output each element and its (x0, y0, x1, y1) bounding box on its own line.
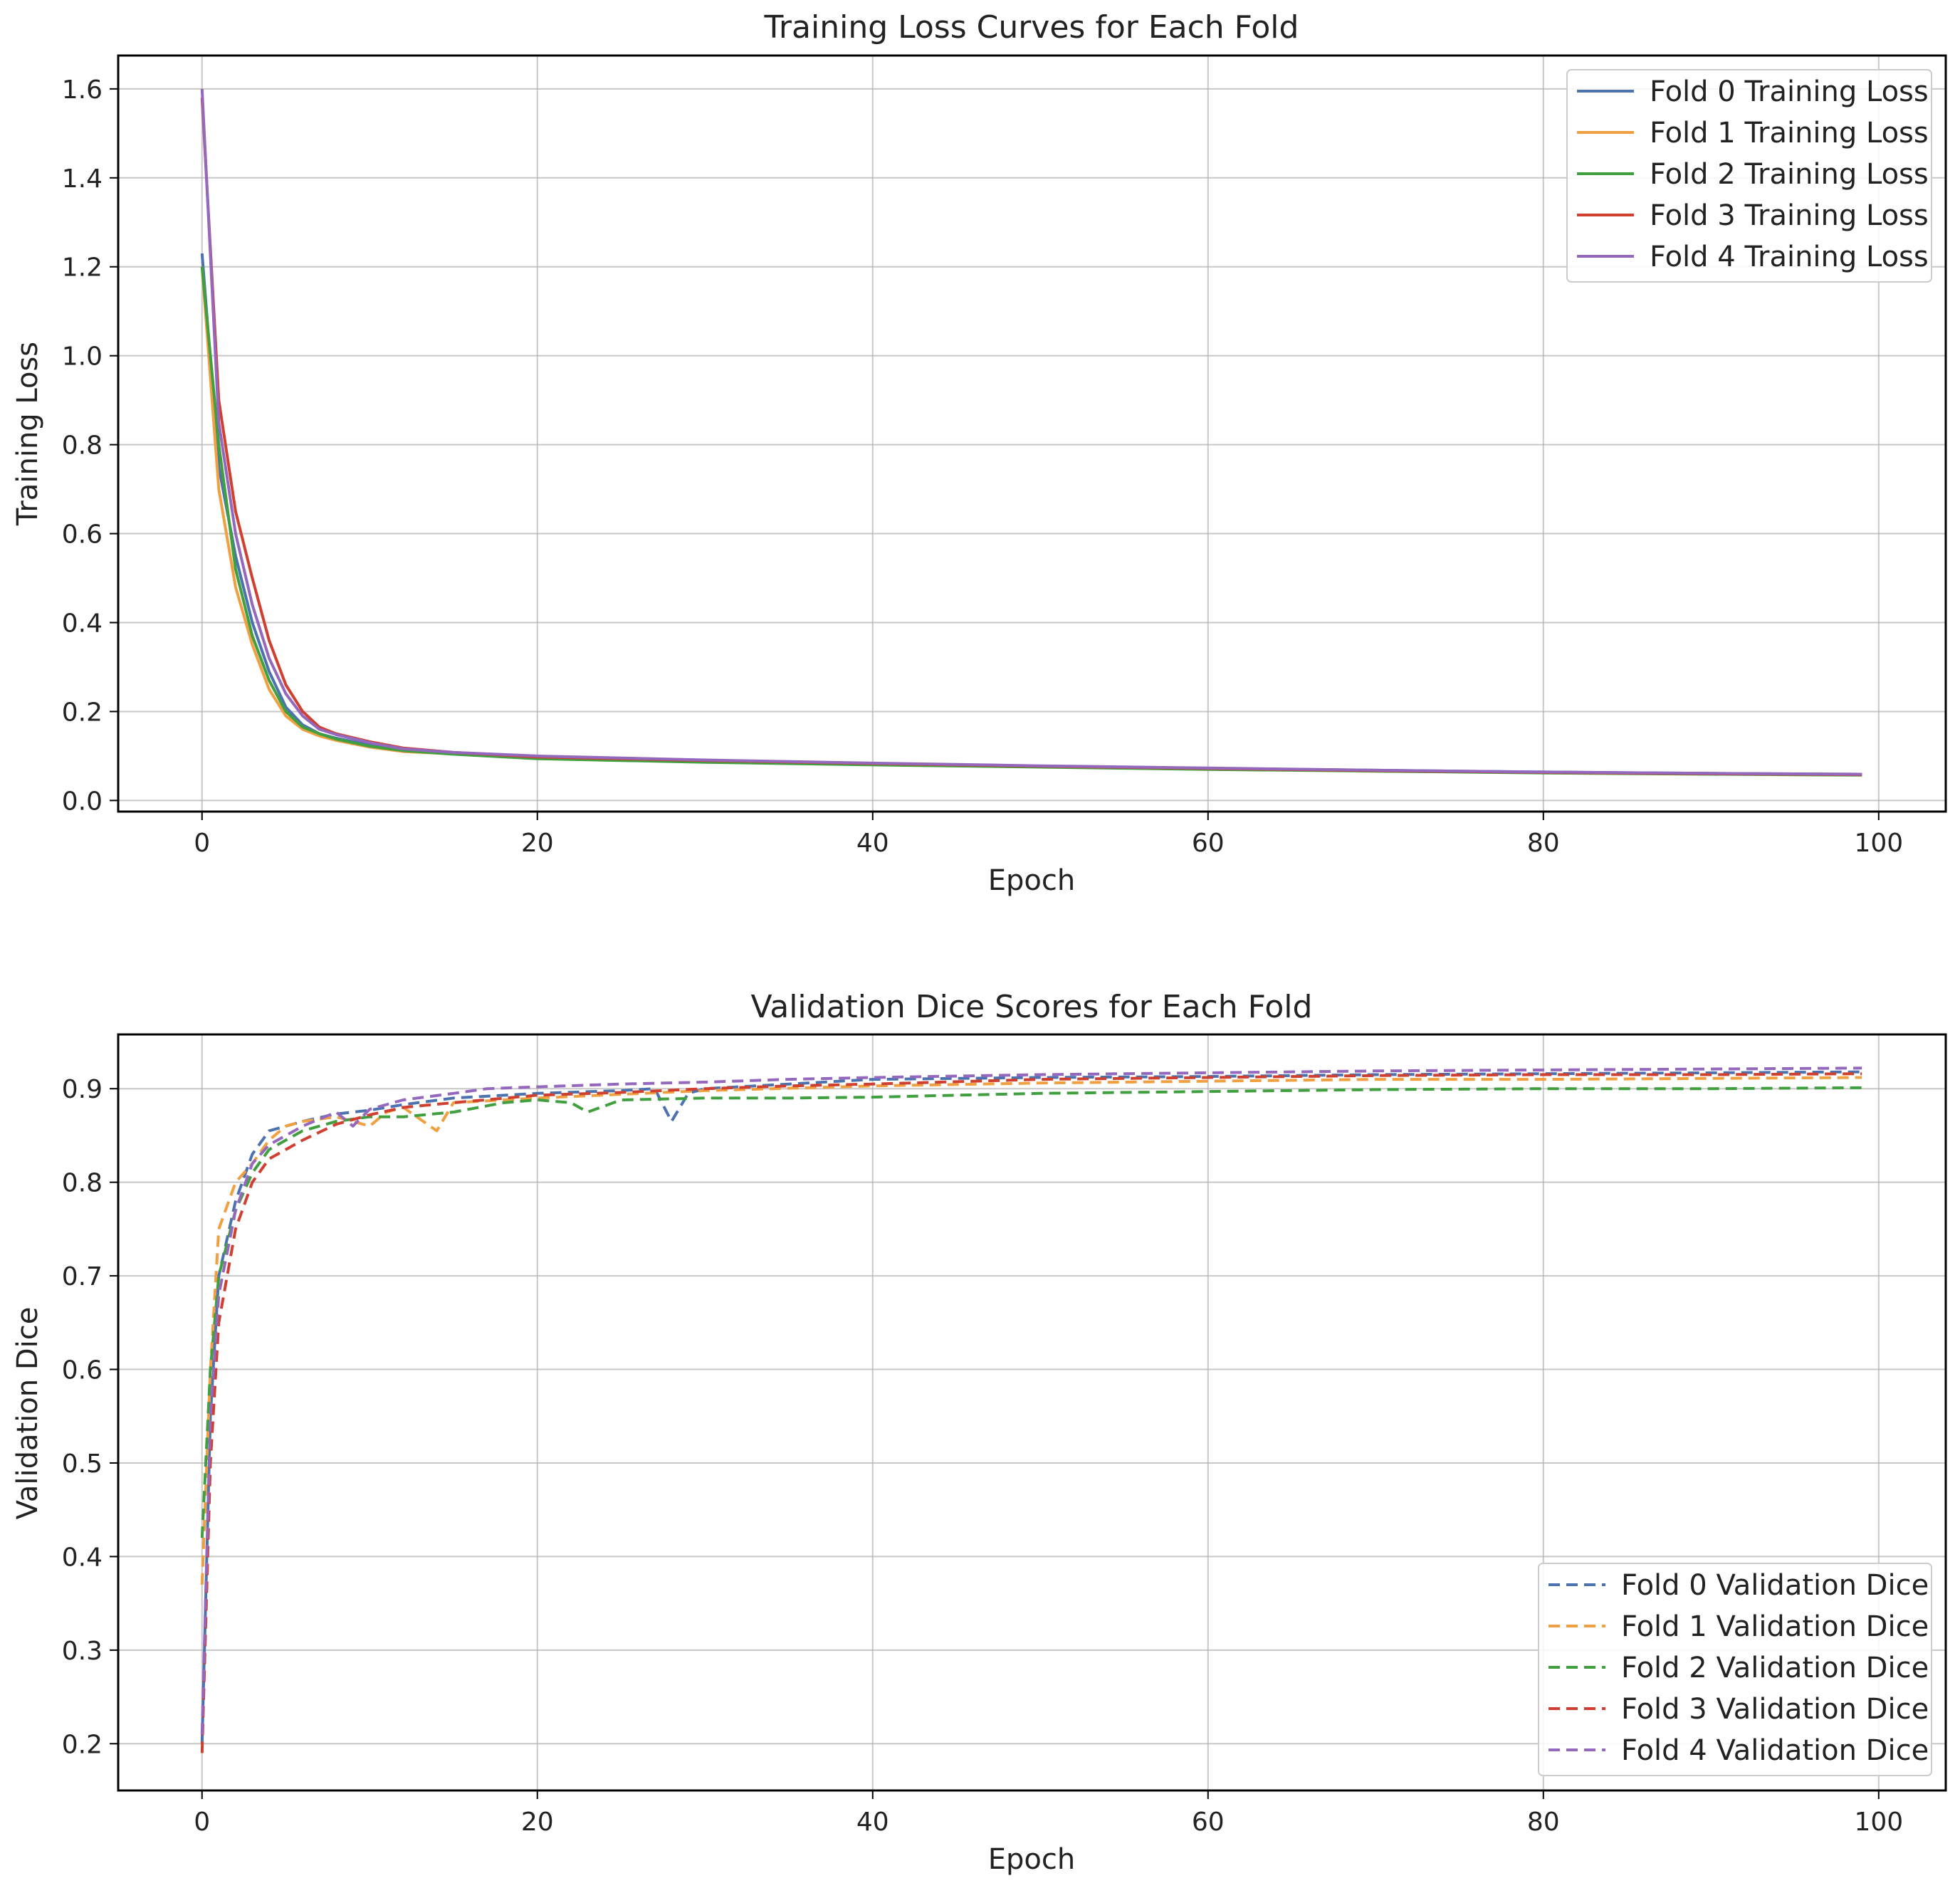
y-tick-label: 0.0 (62, 787, 103, 816)
series-line-fold-2 (200, 1086, 1862, 1538)
plot-frame (117, 54, 1947, 813)
chart-title: Training Loss Curves for Each Fold (764, 9, 1299, 46)
series-line-fold-4 (200, 88, 1862, 776)
y-tick-label: 0.2 (62, 698, 103, 727)
x-tick-label: 20 (521, 829, 554, 858)
legend-label: Fold 4 Training Loss (1650, 241, 1929, 273)
validation-dice-chart: 0 20 40 60 80 100 0.2 0.3 0.4 0.5 0.6 0.7 0.8 0.9 Va… (11, 989, 1947, 1876)
legend-label: Fold 3 Validation Dice (1621, 1693, 1929, 1726)
y-tick-label: 0.8 (62, 1169, 103, 1198)
legend-box (1566, 69, 1932, 283)
legend-label: Fold 1 Validation Dice (1621, 1610, 1929, 1643)
legend: Fold 0 Training Loss Fold 1 Training Loss… (1566, 69, 1932, 283)
plot-frame (117, 1033, 1947, 1792)
legend-box (1538, 1563, 1932, 1776)
x-tick-label: 100 (1854, 1808, 1903, 1837)
x-tick-label: 60 (1192, 829, 1225, 858)
x-ticks: 0 20 40 60 80 100 (194, 1790, 1903, 1837)
x-tick-label: 40 (856, 829, 889, 858)
y-tick-label: 0.6 (62, 1356, 103, 1385)
y-tick-label: 0.7 (62, 1262, 103, 1291)
legend: Fold 0 Validation Dice Fold 1 Validation … (1538, 1563, 1932, 1776)
y-axis-label: Training Loss (11, 342, 44, 526)
y-tick-label: 0.8 (62, 431, 103, 461)
legend-label: Fold 1 Training Loss (1650, 117, 1929, 150)
series-lines (200, 1066, 1862, 1753)
y-tick-label: 0.3 (62, 1637, 103, 1666)
y-tick-label: 1.2 (62, 253, 103, 283)
y-ticks: 0.2 0.3 0.4 0.5 0.6 0.7 0.8 0.9 (62, 1075, 118, 1759)
legend-label: Fold 2 Validation Dice (1621, 1652, 1929, 1684)
x-ticks: 0 20 40 60 80 100 (194, 812, 1903, 858)
legend-label: Fold 0 Training Loss (1650, 75, 1929, 108)
y-tick-label: 0.2 (62, 1730, 103, 1759)
y-axis-label: Validation Dice (11, 1307, 44, 1520)
y-tick-label: 0.9 (62, 1075, 103, 1104)
series-line-fold-3 (200, 1072, 1862, 1753)
legend-label: Fold 0 Validation Dice (1621, 1569, 1929, 1602)
x-tick-label: 80 (1527, 1808, 1560, 1837)
y-tick-label: 0.4 (62, 609, 103, 639)
legend-label: Fold 3 Training Loss (1650, 199, 1929, 232)
y-tick-label: 0.5 (62, 1449, 103, 1479)
x-tick-label: 100 (1854, 829, 1903, 858)
x-tick-label: 40 (856, 1808, 889, 1837)
legend-label: Fold 4 Validation Dice (1621, 1734, 1929, 1767)
x-tick-label: 60 (1192, 1808, 1225, 1837)
y-tick-label: 1.0 (62, 342, 103, 372)
series-line-fold-4 (200, 1066, 1862, 1735)
y-tick-label: 1.6 (62, 75, 103, 105)
series-line-fold-0 (200, 1070, 1862, 1744)
series-lines (200, 88, 1862, 777)
training-loss-chart: 0 20 40 60 80 100 0.0 0.2 0.4 0.6 0.8 1.0 1.2 1.4 1.6… (11, 9, 1947, 897)
x-tick-label: 80 (1527, 829, 1560, 858)
y-tick-label: 0.4 (62, 1543, 103, 1572)
chart-title: Validation Dice Scores for Each Fold (751, 989, 1313, 1025)
x-axis-label: Epoch (988, 1843, 1075, 1876)
y-tick-label: 0.6 (62, 520, 103, 550)
x-tick-label: 0 (194, 829, 210, 858)
legend-label: Fold 2 Training Loss (1650, 158, 1929, 191)
y-tick-label: 1.4 (62, 164, 103, 194)
y-ticks: 0.0 0.2 0.4 0.6 0.8 1.0 1.2 1.4 1.6 (62, 75, 118, 816)
x-tick-label: 20 (521, 1808, 554, 1837)
x-axis-label: Epoch (988, 864, 1075, 897)
x-tick-label: 0 (194, 1808, 210, 1837)
